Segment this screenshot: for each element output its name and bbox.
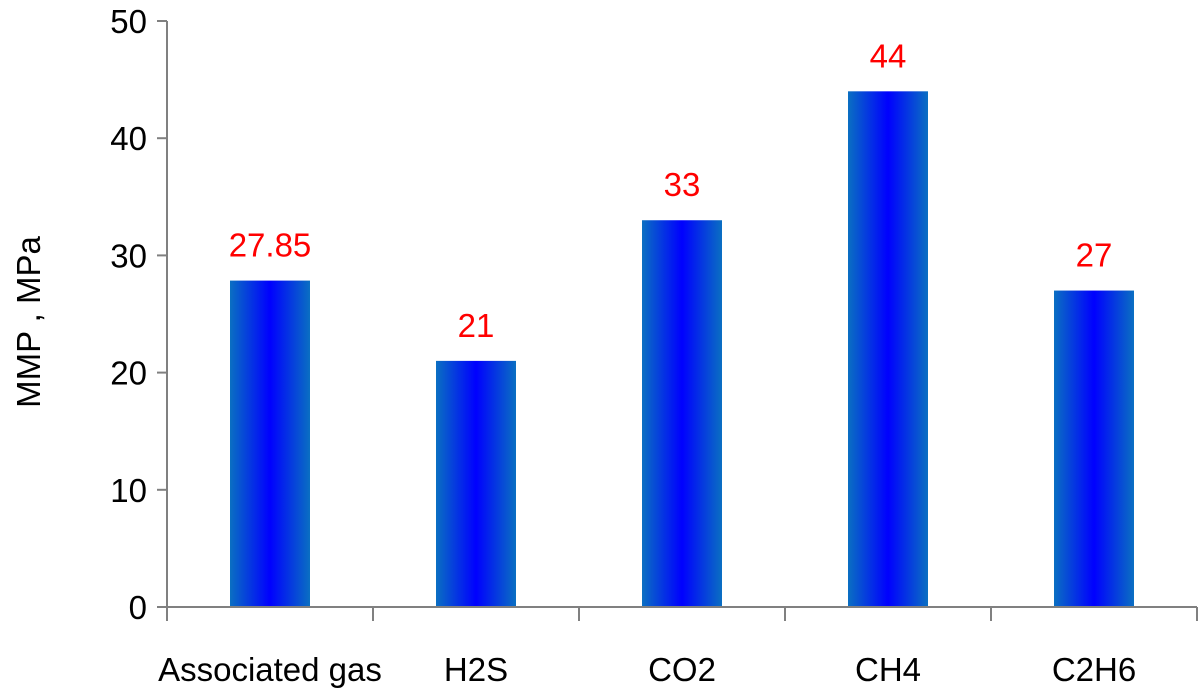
y-tick-label: 0 bbox=[129, 589, 147, 626]
y-tick-label: 10 bbox=[110, 472, 147, 509]
x-category-label: H2S bbox=[444, 651, 508, 688]
bar-ch4 bbox=[848, 91, 928, 607]
bar-co2 bbox=[642, 220, 722, 608]
labels: 0 10 20 30 40 50 Associated gas 27.85 H2S 21 CO2 33… bbox=[110, 3, 1136, 688]
y-tick-label: 40 bbox=[110, 120, 147, 157]
data-label: 33 bbox=[664, 166, 701, 203]
x-category-label: CO2 bbox=[648, 651, 716, 688]
bar-c2h6 bbox=[1054, 290, 1134, 607]
data-label: 21 bbox=[458, 307, 495, 344]
y-tick-label: 50 bbox=[110, 3, 147, 40]
bars bbox=[230, 91, 1134, 608]
bar-associated-gas bbox=[230, 280, 310, 607]
data-label: 27.85 bbox=[229, 227, 312, 264]
x-category-label: CH4 bbox=[855, 651, 921, 688]
x-category-label: Associated gas bbox=[158, 651, 382, 688]
y-tick-label: 20 bbox=[110, 355, 147, 392]
bar-h2s bbox=[436, 360, 516, 607]
data-label: 44 bbox=[870, 37, 907, 74]
axes bbox=[157, 20, 1198, 621]
x-category-label: C2H6 bbox=[1052, 651, 1136, 688]
y-tick-label: 30 bbox=[110, 237, 147, 274]
data-label: 27 bbox=[1076, 237, 1113, 274]
y-axis-title: MMP , MPa bbox=[10, 235, 47, 407]
